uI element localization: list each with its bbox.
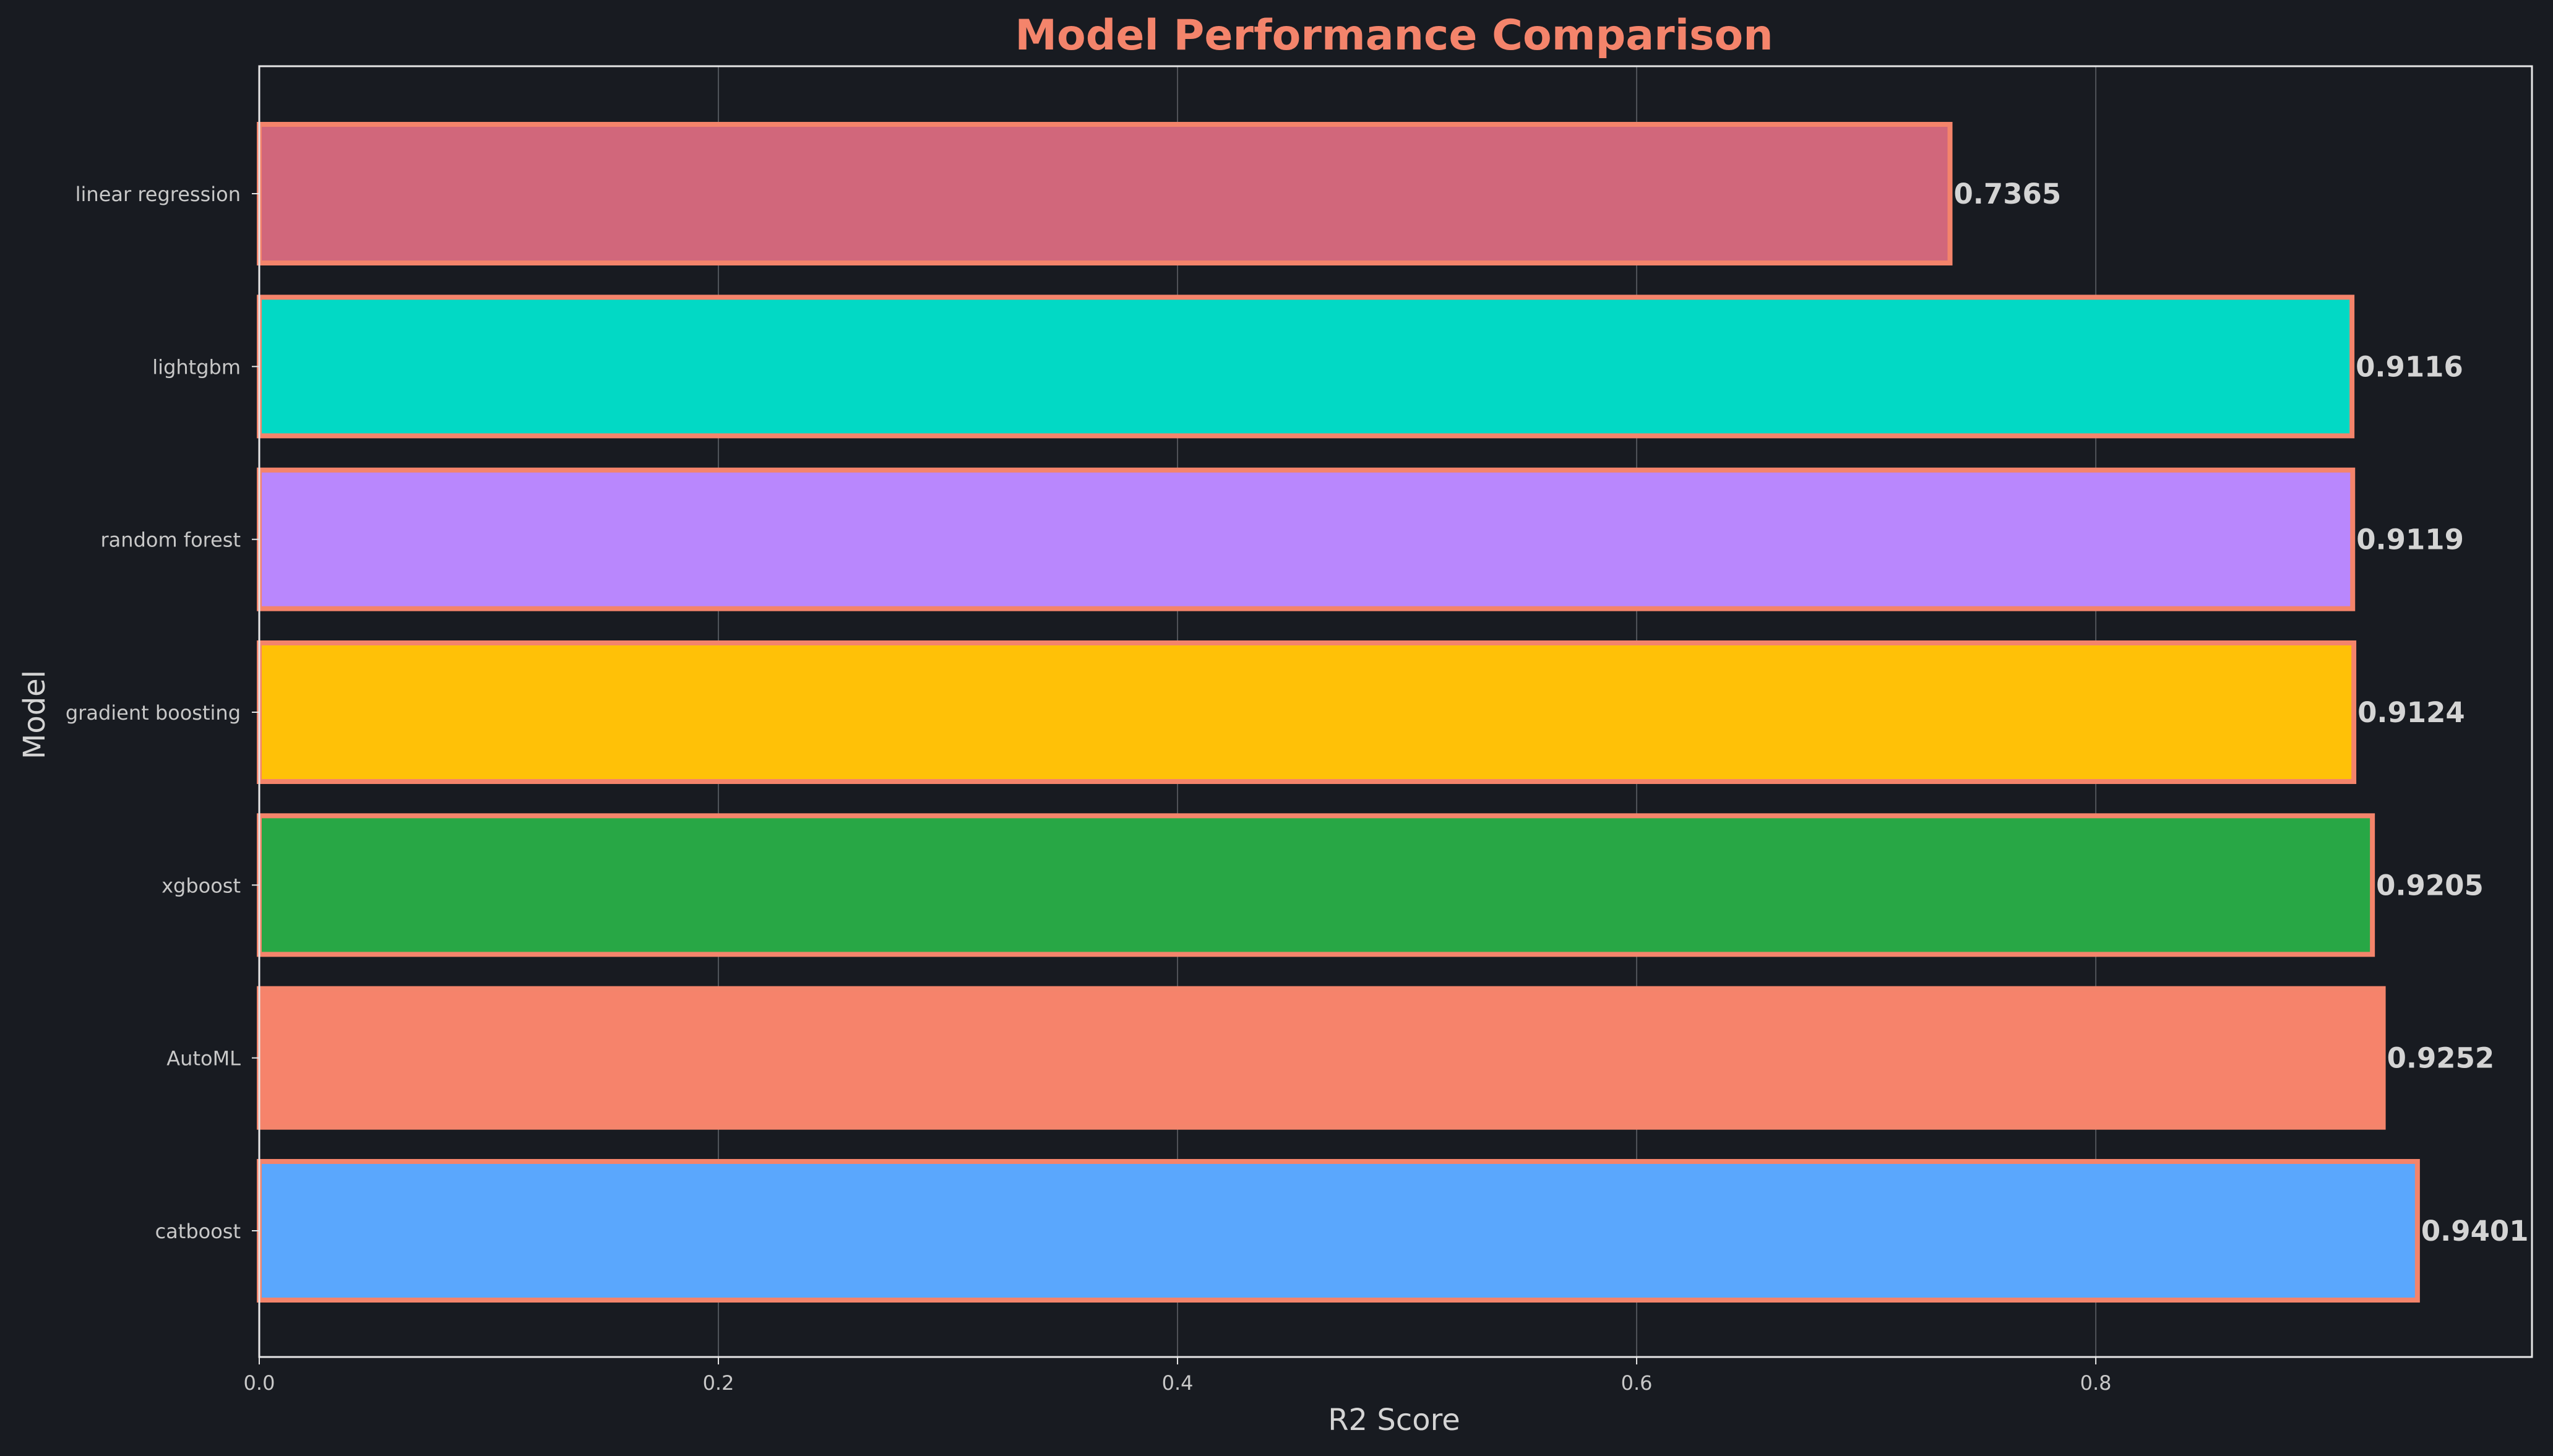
bars [257,122,2420,1303]
y-tick-label: lightgbm [152,355,241,379]
x-tick-label: 0.4 [1162,1371,1194,1395]
y-tick-label: AutoML [166,1047,241,1070]
y-axis-ticks: linear regression lightgbm random forest gr… [66,183,259,1243]
value-label: 0.9401 [2421,1215,2529,1247]
value-label: 0.7365 [1953,178,2061,210]
x-axis-ticks: 0.0 0.2 0.4 0.6 0.8 [244,1357,2112,1395]
bar [257,1159,2420,1303]
bar [257,640,2357,784]
x-tick-label: 0.8 [2080,1371,2112,1395]
bar [257,986,2386,1130]
bar [257,122,1953,265]
value-label: 0.9119 [2356,523,2464,556]
chart-title: Model Performance Comparison [1015,11,1773,60]
bar [257,295,2355,439]
y-tick-label: catboost [155,1220,241,1243]
y-tick-label: random forest [101,528,241,552]
value-label: 0.9252 [2387,1042,2495,1075]
y-tick-label: gradient boosting [66,701,241,725]
x-tick-label: 0.2 [703,1371,734,1395]
value-label: 0.9124 [2357,696,2465,729]
value-labels: 0.7365 0.9116 0.9119 0.9124 0.9205 0.9252 0.94… [1953,178,2528,1247]
x-tick-label: 0.0 [244,1371,275,1395]
value-label: 0.9116 [2356,350,2463,383]
x-axis-label: R2 Score [1328,1403,1460,1437]
y-tick-label: xgboost [161,874,241,897]
value-label: 0.9205 [2376,869,2484,902]
x-tick-label: 0.6 [1621,1371,1653,1395]
y-axis-label: Model [17,670,52,759]
bar [257,813,2375,957]
bar [257,467,2356,611]
y-tick-label: linear regression [75,183,241,206]
